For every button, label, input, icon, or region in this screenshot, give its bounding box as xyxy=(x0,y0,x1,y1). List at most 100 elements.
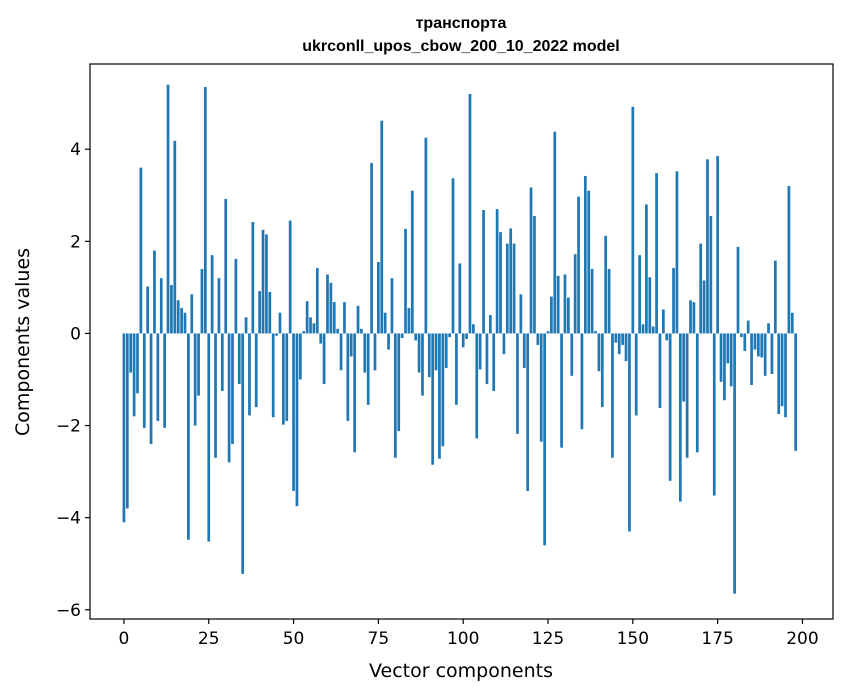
bar-82 xyxy=(400,333,404,339)
chart-title-line2: ukrconll_upos_cbow_200_10_2022 model xyxy=(302,38,619,55)
bar-183 xyxy=(743,333,747,351)
bar-73 xyxy=(370,163,373,334)
bar-162 xyxy=(672,268,675,334)
bar-27 xyxy=(214,333,217,458)
bar-77 xyxy=(383,312,387,334)
bar-123 xyxy=(539,333,543,442)
bar-70 xyxy=(360,328,363,334)
bar-172 xyxy=(706,159,709,334)
bar-192 xyxy=(773,260,777,334)
bar-161 xyxy=(668,333,672,481)
bar-163 xyxy=(675,171,679,334)
y-tick-label: 4 xyxy=(70,140,81,160)
x-tick-label: 0 xyxy=(119,629,130,649)
bar-105 xyxy=(478,333,482,370)
bar-1 xyxy=(125,333,129,509)
bar-85 xyxy=(410,190,414,334)
bar-187 xyxy=(757,333,760,357)
bar-193 xyxy=(777,333,781,415)
bar-11 xyxy=(159,278,163,334)
bar-34 xyxy=(237,333,241,385)
bar-20 xyxy=(190,294,194,334)
bar-36 xyxy=(244,317,248,334)
bar-35 xyxy=(241,333,245,574)
bar-100 xyxy=(461,333,465,348)
bar-135 xyxy=(580,333,584,430)
bar-66 xyxy=(346,333,350,421)
bar-93 xyxy=(438,333,441,459)
bar-42 xyxy=(265,234,268,334)
bar-21 xyxy=(193,333,197,426)
bar-12 xyxy=(163,333,166,428)
bar-179 xyxy=(729,333,733,387)
bar-79 xyxy=(390,278,394,334)
bar-62 xyxy=(332,302,336,334)
bar-19 xyxy=(187,333,190,540)
bar-120 xyxy=(529,187,533,334)
bar-96 xyxy=(448,333,451,338)
bar-78 xyxy=(387,333,390,350)
bar-128 xyxy=(556,275,560,334)
bar-195 xyxy=(784,333,787,418)
bar-148 xyxy=(624,333,628,362)
bar-160 xyxy=(665,333,669,341)
bar-110 xyxy=(495,209,499,334)
bar-88 xyxy=(421,333,424,396)
bar-14 xyxy=(170,285,173,334)
bar-103 xyxy=(472,324,475,334)
bar-17 xyxy=(180,308,183,334)
bar-194 xyxy=(780,333,784,407)
bar-69 xyxy=(356,305,360,334)
bar-98 xyxy=(455,333,458,405)
bar-133 xyxy=(573,254,577,334)
bar-182 xyxy=(740,333,743,338)
bar-8 xyxy=(149,333,153,444)
bar-140 xyxy=(597,333,601,372)
bar-176 xyxy=(719,333,723,382)
bar-144 xyxy=(611,333,614,458)
bar-119 xyxy=(526,333,530,491)
bar-23 xyxy=(200,268,204,334)
bar-114 xyxy=(509,228,513,334)
bar-97 xyxy=(451,178,455,334)
bar-122 xyxy=(536,333,540,345)
bar-24 xyxy=(203,87,207,334)
bar-10 xyxy=(156,333,160,421)
bar-15 xyxy=(173,140,177,334)
bar-134 xyxy=(577,196,580,334)
bar-9 xyxy=(153,250,156,334)
bar-31 xyxy=(227,333,231,463)
bar-170 xyxy=(699,243,703,334)
bar-67 xyxy=(349,333,353,357)
bar-157 xyxy=(655,173,658,334)
chart-title-line1: транспорта xyxy=(416,15,507,32)
bar-101 xyxy=(465,333,468,339)
bar-173 xyxy=(709,215,713,334)
bar-32 xyxy=(231,333,234,444)
bar-118 xyxy=(522,333,526,368)
bar-39 xyxy=(254,333,258,408)
bar-185 xyxy=(750,333,753,386)
bar-33 xyxy=(234,258,238,334)
bar-139 xyxy=(594,331,597,334)
bar-174 xyxy=(712,333,716,496)
x-tick-label: 50 xyxy=(283,629,305,649)
bar-52 xyxy=(298,333,302,380)
bar-0 xyxy=(122,333,126,523)
bar-196 xyxy=(787,186,791,334)
bar-190 xyxy=(767,323,770,334)
bar-156 xyxy=(651,326,655,334)
bar-51 xyxy=(295,333,299,507)
bar-75 xyxy=(377,262,380,334)
bar-138 xyxy=(590,268,594,334)
bar-152 xyxy=(638,255,641,334)
bar-2 xyxy=(129,333,133,373)
bar-53 xyxy=(302,331,306,334)
bar-68 xyxy=(353,333,356,453)
bar-76 xyxy=(380,120,384,334)
bar-25 xyxy=(207,333,211,542)
bar-168 xyxy=(692,302,696,334)
bar-104 xyxy=(475,333,479,439)
bar-16 xyxy=(176,300,180,334)
